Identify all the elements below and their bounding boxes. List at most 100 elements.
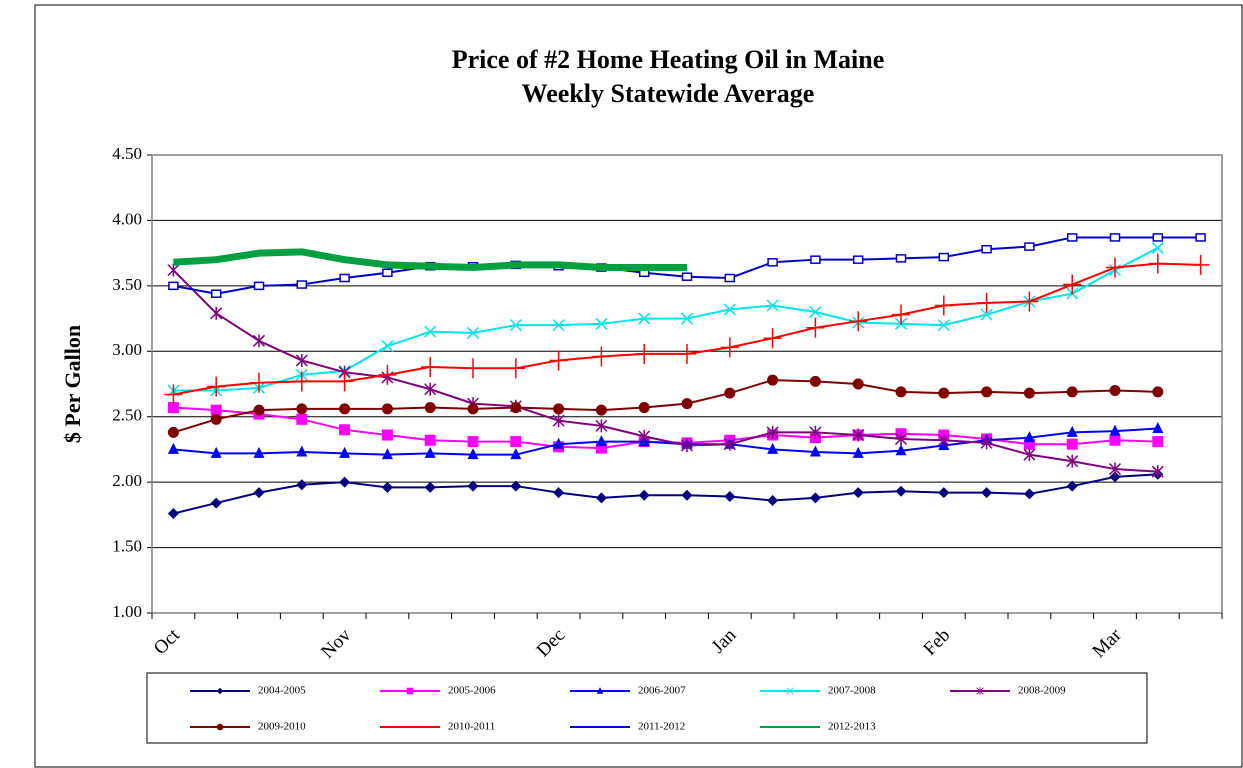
marker: [767, 258, 778, 267]
marker: [1066, 233, 1078, 242]
marker: [167, 508, 179, 520]
marker: [724, 491, 736, 503]
marker: [723, 303, 736, 316]
y-axis-label: $ Per Gallon: [60, 325, 85, 443]
marker: [253, 446, 265, 458]
marker: [467, 403, 479, 415]
marker: [1109, 385, 1121, 397]
x-tick-label: Jan: [708, 624, 741, 657]
marker: [723, 437, 736, 451]
legend-label: 2009-2010: [258, 721, 306, 733]
marker: [1191, 254, 1210, 275]
marker: [1023, 488, 1035, 500]
marker: [806, 317, 825, 338]
marker: [595, 419, 608, 433]
marker: [809, 445, 821, 457]
marker: [724, 387, 736, 399]
marker: [335, 371, 354, 392]
marker: [595, 442, 607, 454]
marker: [976, 687, 984, 695]
marker: [424, 382, 437, 396]
marker: [466, 326, 480, 339]
marker: [680, 439, 694, 453]
marker: [681, 489, 693, 501]
marker: [635, 343, 654, 364]
marker: [1020, 291, 1039, 312]
marker: [980, 436, 993, 450]
marker: [809, 492, 821, 504]
marker: [1109, 434, 1121, 446]
marker: [1109, 233, 1121, 242]
marker: [381, 340, 394, 353]
marker: [216, 687, 224, 695]
marker: [167, 402, 179, 414]
marker: [938, 387, 950, 399]
marker: [852, 255, 864, 264]
marker: [592, 346, 611, 367]
y-tick-label: 2.50: [112, 406, 142, 425]
marker: [381, 429, 393, 441]
legend-box: [146, 672, 1148, 744]
marker: [766, 425, 779, 439]
marker: [250, 372, 268, 393]
marker: [1109, 471, 1121, 483]
marker: [549, 350, 568, 371]
series-line: [173, 473, 1158, 515]
marker: [1109, 424, 1121, 436]
marker: [595, 435, 607, 447]
legend-label: 2012-2013: [828, 721, 876, 733]
marker: [595, 317, 608, 330]
marker: [553, 403, 565, 415]
marker: [980, 308, 993, 321]
marker: [981, 386, 993, 398]
marker: [895, 386, 907, 398]
marker: [552, 319, 565, 332]
y-tick-label: 4.00: [112, 209, 142, 228]
marker: [1066, 438, 1078, 450]
marker: [467, 436, 479, 448]
legend-label: 2005-2006: [448, 685, 496, 697]
marker: [216, 723, 224, 731]
marker: [1151, 241, 1164, 254]
legend-label: 2007-2008: [828, 685, 876, 697]
marker: [339, 273, 350, 283]
marker: [1063, 274, 1082, 295]
marker: [509, 319, 522, 332]
y-tick-label: 1.50: [112, 536, 142, 555]
marker: [1148, 253, 1167, 274]
y-tick-label: 3.00: [112, 340, 142, 359]
marker: [252, 334, 266, 348]
marker: [1066, 425, 1078, 437]
marker: [638, 429, 651, 443]
marker: [849, 311, 868, 332]
marker: [638, 402, 650, 414]
marker: [1066, 454, 1079, 468]
marker: [210, 289, 222, 298]
series-line: [173, 262, 1201, 396]
marker: [767, 374, 779, 386]
marker: [720, 337, 739, 358]
marker: [1195, 233, 1206, 242]
marker: [1152, 233, 1164, 242]
marker: [210, 306, 223, 320]
marker: [809, 305, 822, 319]
marker: [595, 404, 607, 416]
marker: [852, 487, 864, 499]
marker: [595, 492, 607, 504]
series-line: [173, 247, 1159, 392]
series-line: [173, 379, 1158, 434]
marker: [424, 481, 436, 493]
marker: [510, 436, 522, 448]
marker: [767, 442, 779, 454]
marker: [724, 273, 736, 283]
legend-label: 2006-2007: [638, 685, 686, 697]
marker: [892, 304, 910, 325]
marker: [809, 375, 821, 387]
marker: [937, 319, 950, 332]
marker: [981, 487, 993, 499]
marker: [382, 268, 393, 278]
marker: [167, 426, 179, 438]
marker: [510, 448, 522, 460]
marker: [894, 432, 908, 446]
